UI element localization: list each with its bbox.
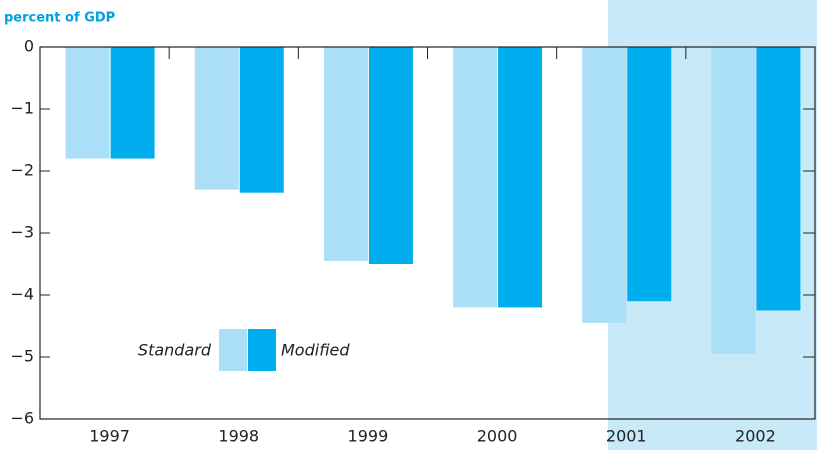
bar bbox=[110, 47, 155, 159]
bar bbox=[582, 47, 627, 323]
x-tick-label: 1997 bbox=[89, 427, 130, 446]
legend-label: Standard bbox=[138, 341, 212, 360]
y-tick-label: 0 bbox=[24, 37, 34, 56]
bar bbox=[498, 47, 543, 308]
y-tick-label: −1 bbox=[10, 99, 34, 118]
legend-swatch bbox=[248, 329, 276, 371]
legend-swatch bbox=[219, 329, 247, 371]
x-tick-label: 2001 bbox=[606, 427, 647, 446]
bar bbox=[65, 47, 110, 159]
bar bbox=[368, 47, 413, 264]
chart-title: percent of GDP bbox=[4, 11, 115, 26]
bar bbox=[453, 47, 498, 308]
bar bbox=[756, 47, 801, 311]
legend-label: Modified bbox=[281, 341, 350, 360]
y-tick-label: −2 bbox=[10, 161, 34, 180]
x-tick-label: 2002 bbox=[735, 427, 776, 446]
bar bbox=[239, 47, 284, 193]
bar bbox=[711, 47, 756, 354]
y-tick-label: −3 bbox=[10, 223, 34, 242]
bar bbox=[323, 47, 368, 261]
bar bbox=[627, 47, 672, 302]
y-tick-label: −4 bbox=[10, 285, 34, 304]
x-tick-label: 1998 bbox=[218, 427, 259, 446]
y-tick-label: −5 bbox=[10, 347, 34, 366]
x-tick-label: 1999 bbox=[348, 427, 389, 446]
y-tick-label: −6 bbox=[10, 409, 34, 428]
bar bbox=[194, 47, 239, 190]
x-tick-label: 2000 bbox=[477, 427, 518, 446]
plot-frame bbox=[39, 46, 816, 420]
